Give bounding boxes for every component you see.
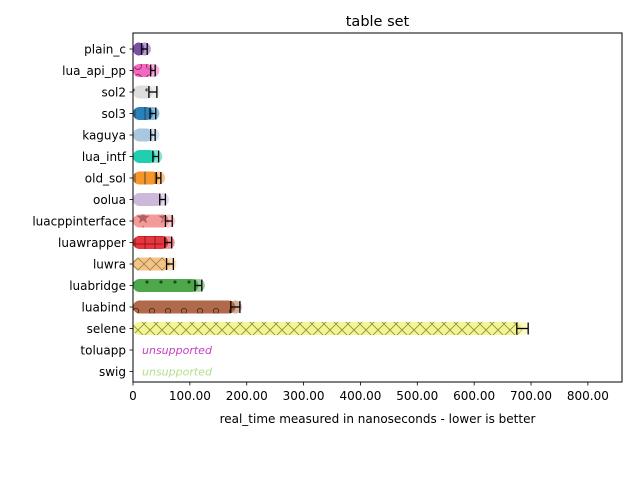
error-bar-lua_intf: [152, 150, 160, 163]
error-bar-luabind: [230, 301, 241, 313]
y-tick-label: oolua: [93, 193, 126, 207]
error-bar-kaguya: [149, 129, 156, 141]
chart-title-group: table set: [346, 14, 410, 30]
y-tick-label: luwra: [93, 257, 126, 271]
error-bar-luabridge: [194, 279, 203, 292]
x-tick-label: 200.00: [226, 389, 268, 403]
y-tick-label: old_sol: [85, 171, 126, 185]
error-bar-luacppinterface: [164, 215, 173, 227]
bar-luabridge: [133, 279, 205, 292]
y-tick-label: plain_c: [84, 42, 126, 56]
y-tick-label: lua_api_pp: [62, 64, 126, 78]
y-tick-label: lua_intf: [82, 150, 127, 164]
bar-hatch: [133, 257, 170, 271]
y-tick-label: luabridge: [69, 279, 126, 293]
x-axis-label: real_time measured in nanoseconds - lowe…: [220, 412, 536, 426]
error-bar-sol2: [148, 86, 158, 98]
x-tick-label: 600.00: [453, 389, 495, 403]
unsupported-label: unsupported: [142, 344, 213, 357]
error-bar-lua_api_pp: [149, 64, 156, 77]
bar-hatch: [133, 236, 169, 249]
bar-selene: [133, 322, 529, 335]
y-tick-label: toluapp: [80, 343, 126, 357]
error-bar-old_sol: [155, 172, 162, 184]
plot-frame: [132, 32, 623, 383]
x-tick-label: 700.00: [510, 389, 552, 403]
error-bar-selene: [516, 322, 529, 335]
y-tick-label: sol2: [101, 85, 126, 99]
chart-title: table set: [346, 14, 410, 30]
bar-hatch: [133, 171, 159, 185]
x-tick-label: 100.00: [169, 389, 211, 403]
y-tick-label: selene: [87, 322, 126, 336]
y-tick-label: swig: [99, 365, 126, 379]
bar-old_sol: [133, 171, 166, 185]
error-bars-group: [140, 43, 529, 335]
bar-lua_api_pp: [133, 64, 160, 77]
bar-luabind: [133, 300, 242, 314]
y-tick-label: kaguya: [82, 128, 126, 142]
bar-hatch: [133, 322, 523, 335]
x-tick-label: 300.00: [283, 389, 325, 403]
bar: [133, 193, 163, 206]
y-tick-label: luawrapper: [58, 236, 126, 250]
y-axis: plain_c lua_api_pp sol2 sol3 kaguya lua_intfo…: [32, 42, 133, 379]
x-tick-label: 0: [129, 389, 137, 403]
bar: [133, 150, 156, 163]
y-tick-label: luacppinterface: [32, 214, 126, 228]
bar-hatch: [133, 279, 199, 292]
error-bar-plain_c: [140, 43, 148, 55]
bars-group: unsupported unsupported: [133, 42, 529, 379]
y-tick-label: sol3: [101, 107, 126, 121]
x-tick-label: 500.00: [396, 389, 438, 403]
error-bar-luwra: [165, 258, 175, 270]
y-tick-label: luabind: [82, 300, 126, 314]
unsupported-label: unsupported: [142, 366, 213, 379]
error-bar-luawrapper: [164, 236, 173, 249]
x-axis: 0 100.00 200.00 300.00 400.00 500.00 600.00 700…: [129, 382, 609, 403]
bar-hatch: [133, 300, 236, 314]
x-tick-label: 800.00: [567, 389, 609, 403]
x-tick-label: 400.00: [339, 389, 381, 403]
error-bar-oolua: [159, 193, 167, 206]
bar-hatch: [133, 214, 169, 228]
error-bar-sol3: [149, 107, 157, 120]
